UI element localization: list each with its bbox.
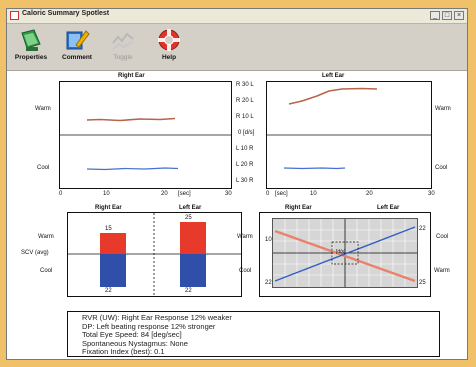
top-right-warm-label: Warm [35,106,51,112]
bars-right-ear-title: Right Ear [95,205,122,211]
left-ear-warm-trace [288,87,378,105]
summary-line-total-eye-speed: Total Eye Speed: 84 [deg/sec] [82,330,182,340]
window-title: Caloric Summary Spotlest [22,10,110,17]
cool-line [274,226,416,282]
right-ear-cool-value: 22 [105,288,112,294]
properties-button[interactable]: Properties [11,27,51,67]
toolbar: Properties Comment Toggle [7,24,467,71]
help-button[interactable]: Help [149,27,189,67]
right-ear-trace-panel [59,81,232,189]
right-ear-warm-value: 15 [105,226,112,232]
toggle-button[interactable]: Toggle [103,27,143,67]
right-ear-warm-trace [86,117,176,122]
title-bar: Caloric Summary Spotlest _ □ × [7,9,467,24]
butterfly-right-bottom-value: 25 [419,280,426,286]
bars-left-ear-title: Left Ear [179,205,202,211]
right-ear-cool-trace [86,167,179,171]
close-button[interactable]: × [454,11,464,20]
left-ear-warm-bar [180,222,206,254]
minimize-button[interactable]: _ [430,11,440,20]
maximize-button[interactable]: □ [442,11,452,20]
top-left-cool-label: Cool [435,165,448,171]
toggle-icon [112,32,134,50]
left-ear-warm-value: 25 [185,215,192,221]
scv-bar-panel: 15 22 25 22 [67,212,242,297]
normal-range-box [331,241,359,265]
left-ear-cool-bar [180,254,206,287]
summary-line-fixation-index: Fixation Index (best): 0.1 [82,347,165,357]
butterfly-cool-label: Cool [239,268,252,274]
butterfly-left-bottom-value: 22 [265,280,272,286]
right-ear-cool-bar [100,254,126,287]
butterfly-right-ear-title: Right Ear [285,205,312,211]
bars-scv-label: SCV (avg) [21,250,49,256]
comment-button[interactable]: Comment [57,27,97,67]
butterfly-center-label: [d/s] [336,249,346,255]
left-ear-trace-panel [266,81,432,189]
butterfly-left-ear-title: Left Ear [377,205,400,211]
top-right-ear-title: Right Ear [118,73,145,79]
butterfly-panel: 10 22 22 25 [d/s] [259,212,431,297]
butterfly-cool-right-label: Cool [436,234,449,240]
app-icon [10,11,19,20]
top-right-cool-label: Cool [37,165,50,171]
summary-line-rvr: RVR (UW): Right Ear Response 12% weaker [82,313,232,322]
bars-warm-label: Warm [38,234,54,240]
summary-line-nystagmus: Spontaneous Nystagmus: None [82,338,188,348]
top-left-warm-label: Warm [435,106,451,112]
butterfly-left-value: 10 [265,237,272,243]
right-ear-warm-bar [100,233,126,254]
left-ear-cool-trace [283,167,346,170]
caloric-summary-window: Caloric Summary Spotlest _ □ × Propertie… [6,8,468,360]
top-left-ear-title: Left Ear [322,73,345,79]
summary-panel: RVR (UW): Right Ear Response 12% weaker … [67,311,440,357]
summary-line-dp: DP: Left beating response 12% stronger [82,321,216,331]
content-area: Right Ear Left Ear Warm Cool Warm Cool R… [7,71,467,359]
help-icon [158,29,180,51]
comment-icon [66,30,90,50]
left-ear-cool-value: 22 [185,288,192,294]
butterfly-plot [272,218,418,288]
butterfly-warm-label: Warm [237,234,253,240]
warm-line [274,229,416,283]
butterfly-right-top-value: 22 [419,226,426,232]
properties-icon [21,29,41,51]
bars-cool-label: Cool [40,268,53,274]
butterfly-warm-right-label: Warm [434,268,450,274]
